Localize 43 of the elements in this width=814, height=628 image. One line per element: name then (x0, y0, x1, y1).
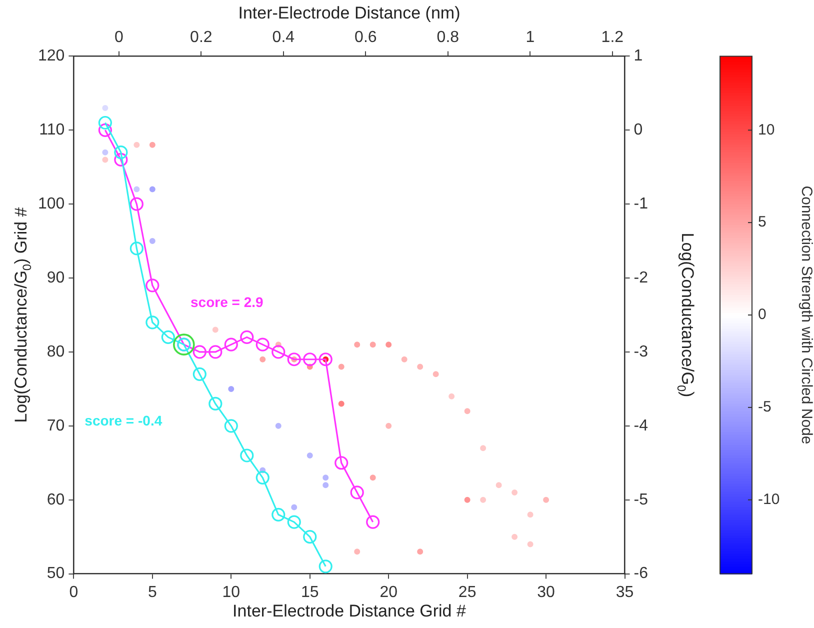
x-tick-label: 20 (380, 584, 398, 601)
x2-axis-title: Inter-Electrode Distance (nm) (238, 4, 460, 23)
x-tick-label: 30 (537, 584, 556, 601)
x-tick-label: 0 (69, 584, 78, 601)
color-bar-label: -10 (758, 491, 780, 508)
y-tick-label: 100 (38, 195, 65, 212)
y-tick-label: 90 (46, 269, 65, 286)
y-tick-label: 120 (38, 48, 65, 65)
y2-tick-label: 1 (634, 48, 643, 65)
y2-tick-label: -5 (634, 491, 648, 508)
x2-tick-label: 1 (526, 29, 535, 46)
y2-tick-label: -6 (634, 565, 648, 582)
y-axis-title: Log(Conductance/G0) Grid # (12, 206, 34, 423)
y-tick-label: 60 (46, 491, 65, 508)
x2-tick-label: 0.2 (190, 29, 212, 46)
x2-tick-label: 0.8 (436, 29, 460, 46)
x-tick-label: 35 (616, 584, 634, 601)
y2-axis-title: Log(Conductance/G0) (674, 232, 698, 398)
y-tick-label: 110 (39, 122, 65, 139)
color-bar-label: -5 (758, 398, 772, 416)
y-tick-label: 80 (46, 343, 65, 360)
y-tick-label: 50 (46, 565, 65, 582)
x2-tick-label: 0 (114, 29, 124, 46)
x2-tick-label: 0.6 (354, 29, 377, 46)
x-axis-title: Inter-Electrode Distance Grid # (232, 602, 466, 621)
y-tick-label: 70 (46, 417, 65, 434)
x2-tick-label: 1.2 (601, 29, 624, 46)
annotation: score = 2.9 (190, 294, 264, 310)
x-tick-label: 5 (148, 584, 157, 601)
color-bar-label: 5 (758, 214, 766, 231)
x-tick-label: 15 (300, 584, 319, 601)
color-bar-title: Connection Strength with Circled Node (798, 186, 814, 444)
y2-tick-label: -4 (634, 417, 648, 434)
x-tick-label: 25 (458, 584, 476, 601)
color-bar-label: 10 (758, 121, 775, 138)
y2-tick-label: -2 (634, 269, 648, 286)
x2-tick-label: 0.4 (272, 29, 295, 46)
annotation: score = -0.4 (84, 412, 162, 429)
y2-tick-label: -3 (634, 343, 648, 360)
x-tick-label: 10 (222, 584, 240, 601)
color-bar-label: 0 (758, 306, 766, 324)
y2-tick-label: 0 (634, 122, 643, 139)
y2-tick-label: -1 (634, 195, 648, 212)
